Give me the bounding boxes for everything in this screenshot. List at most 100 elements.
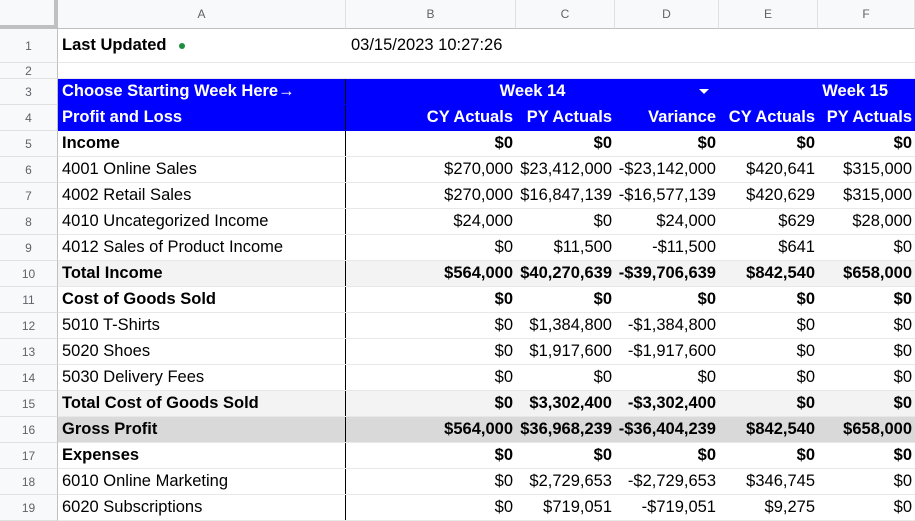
row-label[interactable]: 5020 Shoes	[58, 339, 346, 364]
py-actuals-cell[interactable]: $16,847,139	[520, 186, 612, 204]
cy-actuals-cell[interactable]: $0	[494, 342, 513, 360]
choose-week-label[interactable]: Choose Starting Week Here→	[58, 79, 346, 104]
row-label[interactable]: 4001 Online Sales	[58, 157, 346, 182]
py-actuals-week15-cell[interactable]: $0	[893, 238, 912, 256]
row-header-19[interactable]: 19	[0, 495, 58, 521]
py-actuals-cell[interactable]: $1,917,600	[529, 342, 612, 360]
cy-actuals-cell[interactable]: $0	[494, 238, 513, 256]
cy-actuals-cell[interactable]: $564,000	[444, 420, 513, 438]
row-header-5[interactable]: 5	[0, 131, 58, 157]
py-actuals-cell[interactable]: $719,051	[543, 498, 612, 516]
py-actuals-cell[interactable]: $0	[593, 212, 612, 230]
cy-actuals-week15-cell[interactable]: $346,745	[746, 472, 815, 490]
row-label[interactable]: Total Cost of Goods Sold	[58, 391, 346, 416]
py-actuals-week15-cell[interactable]: $28,000	[852, 212, 912, 230]
variance-cell[interactable]: -$719,051	[641, 498, 716, 516]
row-label[interactable]: 6010 Online Marketing	[58, 469, 346, 494]
week-dropdown-arrow-icon[interactable]	[694, 79, 714, 104]
row-header-10[interactable]: 10	[0, 261, 58, 287]
row-header-4[interactable]: 4	[0, 105, 58, 131]
row-label[interactable]: Gross Profit	[58, 417, 346, 442]
row-header-7[interactable]: 7	[0, 183, 58, 209]
row-header-6[interactable]: 6	[0, 157, 58, 183]
cy-actuals-week15-cell[interactable]: $0	[796, 368, 815, 386]
row-header-3[interactable]: 3	[0, 79, 58, 105]
variance-cell[interactable]: -$1,917,600	[627, 342, 716, 360]
py-actuals-cell[interactable]: $0	[593, 134, 612, 152]
variance-cell[interactable]: -$11,500	[652, 238, 716, 256]
py-actuals-week15-cell[interactable]: $0	[893, 290, 912, 308]
cy-actuals-week15-cell[interactable]: $420,641	[746, 160, 815, 178]
cy-actuals-week15-cell[interactable]: $0	[796, 316, 815, 334]
row-label[interactable]: 5010 T-Shirts	[58, 313, 346, 338]
column-header-d[interactable]: D	[615, 0, 719, 29]
row-header-12[interactable]: 12	[0, 313, 58, 339]
variance-cell[interactable]: $0	[697, 134, 716, 152]
variance-cell[interactable]: -$36,404,239	[618, 420, 716, 438]
cy-actuals-cell[interactable]: $0	[494, 498, 513, 516]
row-label[interactable]: Total Income	[58, 261, 346, 286]
row-header-16[interactable]: 16	[0, 417, 58, 443]
variance-cell[interactable]: -$2,729,653	[627, 472, 716, 490]
row-label[interactable]: 6020 Subscriptions	[58, 495, 346, 520]
variance-cell[interactable]: -$1,384,800	[627, 316, 716, 334]
variance-cell[interactable]: -$16,577,139	[618, 186, 716, 204]
row-header-1[interactable]: 1	[0, 29, 58, 63]
py-actuals-week15-cell[interactable]: $0	[893, 394, 912, 412]
cy-actuals-cell[interactable]: $564,000	[444, 264, 513, 282]
week-14-label[interactable]: Week 14	[499, 82, 566, 100]
last-updated-value[interactable]: 03/15/2023 10:27:26	[351, 36, 503, 54]
row-label[interactable]: Income	[58, 131, 346, 156]
column-header-b[interactable]: B	[346, 0, 516, 29]
variance-cell[interactable]: $0	[697, 290, 716, 308]
column-header-f[interactable]: F	[818, 0, 915, 29]
py-actuals-week15-cell[interactable]: $315,000	[843, 160, 912, 178]
py-actuals-week15-cell[interactable]: $0	[893, 446, 912, 464]
py-actuals-week15-cell[interactable]: $315,000	[843, 186, 912, 204]
cy-actuals-week15-cell[interactable]: $842,540	[746, 420, 815, 438]
row-header-15[interactable]: 15	[0, 391, 58, 417]
py-actuals-week15-cell[interactable]: $0	[893, 134, 912, 152]
cy-actuals-cell[interactable]: $0	[494, 290, 513, 308]
py-actuals-week15-cell[interactable]: $0	[893, 472, 912, 490]
row-label[interactable]: 5030 Delivery Fees	[58, 365, 346, 390]
cy-actuals-header-week15[interactable]: CY Actuals	[728, 108, 815, 126]
cy-actuals-cell[interactable]: $0	[494, 472, 513, 490]
row-label[interactable]: 4012 Sales of Product Income	[58, 235, 346, 260]
variance-header[interactable]: Variance	[648, 108, 716, 126]
py-actuals-header-week15[interactable]: PY Actuals	[826, 108, 912, 126]
week-15-label[interactable]: Week 15	[822, 82, 888, 100]
cy-actuals-week15-cell[interactable]: $0	[796, 394, 815, 412]
row-label[interactable]: 4002 Retail Sales	[58, 183, 346, 208]
row-header-18[interactable]: 18	[0, 469, 58, 495]
row-label[interactable]: Cost of Goods Sold	[58, 287, 346, 312]
py-actuals-week15-cell[interactable]: $0	[893, 368, 912, 386]
variance-cell[interactable]: $0	[697, 368, 716, 386]
cy-actuals-cell[interactable]: $270,000	[444, 186, 513, 204]
py-actuals-cell[interactable]: $40,270,639	[520, 264, 612, 282]
cy-actuals-week15-cell[interactable]: $420,629	[746, 186, 815, 204]
cy-actuals-header[interactable]: CY Actuals	[426, 108, 513, 126]
row-label[interactable]: 4010 Uncategorized Income	[58, 209, 346, 234]
py-actuals-cell[interactable]: $0	[593, 368, 612, 386]
row-label[interactable]: Expenses	[58, 443, 346, 468]
row-header-2[interactable]: 2	[0, 63, 58, 79]
py-actuals-week15-cell[interactable]: $658,000	[843, 420, 912, 438]
py-actuals-week15-cell[interactable]: $0	[893, 342, 912, 360]
cy-actuals-cell[interactable]: $270,000	[444, 160, 513, 178]
py-actuals-cell[interactable]: $23,412,000	[520, 160, 612, 178]
cy-actuals-week15-cell[interactable]: $0	[796, 134, 815, 152]
cy-actuals-cell[interactable]: $0	[494, 446, 513, 464]
profit-loss-label[interactable]: Profit and Loss	[58, 105, 346, 130]
cy-actuals-week15-cell[interactable]: $629	[778, 212, 815, 230]
variance-cell[interactable]: -$3,302,400	[627, 394, 716, 412]
column-header-c[interactable]: C	[516, 0, 615, 29]
column-header-a[interactable]: A	[58, 0, 346, 29]
cy-actuals-week15-cell[interactable]: $641	[778, 238, 815, 256]
py-actuals-week15-cell[interactable]: $0	[893, 316, 912, 334]
cy-actuals-week15-cell[interactable]: $0	[796, 446, 815, 464]
py-actuals-cell[interactable]: $3,302,400	[529, 394, 612, 412]
py-actuals-cell[interactable]: $0	[593, 290, 612, 308]
cy-actuals-cell[interactable]: $0	[494, 394, 513, 412]
row-header-14[interactable]: 14	[0, 365, 58, 391]
